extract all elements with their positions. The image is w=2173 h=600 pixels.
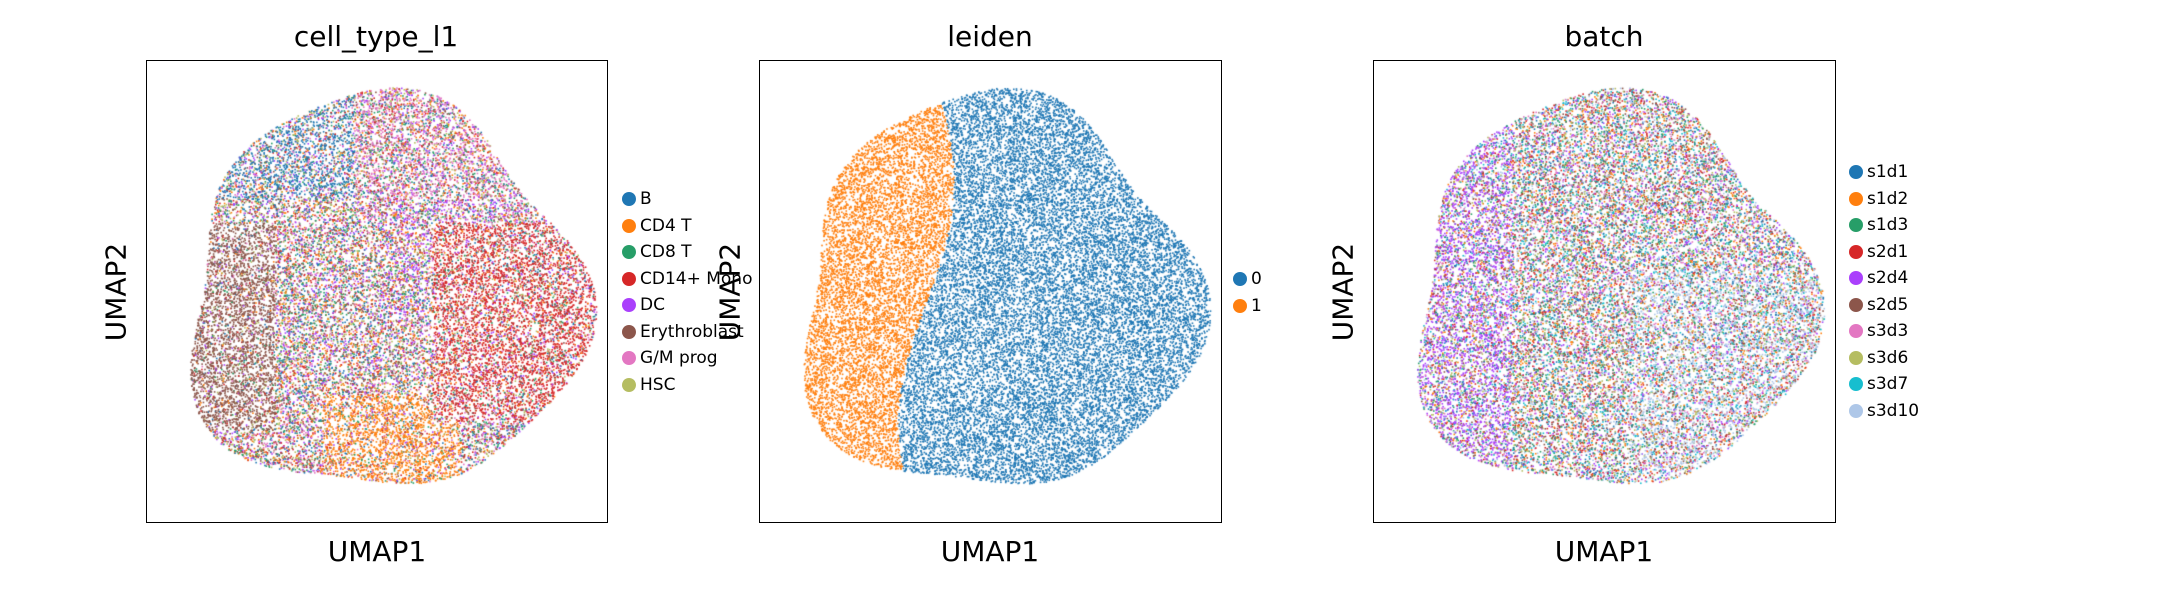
legend-label: s3d7 xyxy=(1867,374,1909,395)
legend-marker xyxy=(1849,271,1863,286)
legend-item: B xyxy=(622,186,752,213)
legend-item: s1d2 xyxy=(1849,186,1919,213)
legend-label: DC xyxy=(640,295,665,316)
legend-item: G/M prog xyxy=(622,345,752,372)
legend-label: B xyxy=(640,189,652,210)
legend-marker xyxy=(1849,244,1863,259)
legend-marker xyxy=(622,218,636,233)
legend-label: s2d4 xyxy=(1867,268,1909,289)
legend-marker xyxy=(1233,298,1247,313)
legend-marker xyxy=(622,298,636,313)
legend-item: s3d7 xyxy=(1849,371,1919,398)
legend-marker xyxy=(1849,218,1863,233)
legend-marker xyxy=(1849,377,1863,392)
legend-marker xyxy=(622,377,636,392)
legend-item: HSC xyxy=(622,372,752,399)
legend-marker xyxy=(1849,350,1863,365)
legend-marker xyxy=(1849,297,1863,312)
umap-scatter-plot xyxy=(146,60,608,523)
legend-item: s2d4 xyxy=(1849,265,1919,292)
legend-item: 0 xyxy=(1233,266,1262,293)
legend-item: s2d1 xyxy=(1849,239,1919,266)
legend-label: s1d3 xyxy=(1867,215,1909,236)
legend-label: CD4 T xyxy=(640,215,692,236)
legend-marker xyxy=(1849,403,1863,418)
y-axis-label: UMAP2 xyxy=(1326,242,1360,342)
legend-marker xyxy=(1849,324,1863,339)
legend-marker xyxy=(622,351,636,366)
legend: s1d1 s1d2 s1d3 s2d1 s2d4 s2d5 s3d3 s3d6 … xyxy=(1849,159,1919,424)
umap-scatter-plot xyxy=(759,60,1222,523)
legend-label: s2d5 xyxy=(1867,294,1909,315)
legend-item: DC xyxy=(622,292,752,319)
plot-frame xyxy=(146,60,608,523)
legend-marker xyxy=(1849,165,1863,180)
legend-label: G/M prog xyxy=(640,348,718,369)
y-axis-label: UMAP2 xyxy=(713,242,747,342)
legend-label: s2d1 xyxy=(1867,241,1909,262)
x-axis-label: UMAP1 xyxy=(1554,535,1654,568)
plot-frame xyxy=(1373,60,1836,523)
legend-item: s2d5 xyxy=(1849,292,1919,319)
legend-label: CD14+ Mono xyxy=(640,268,753,289)
legend-item: s3d3 xyxy=(1849,318,1919,345)
legend-item: 1 xyxy=(1233,293,1262,320)
legend-marker xyxy=(622,245,636,260)
x-axis-label: UMAP1 xyxy=(327,535,427,568)
legend-marker xyxy=(622,324,636,339)
legend-label: s3d3 xyxy=(1867,321,1909,342)
umap-scatter-plot xyxy=(1373,60,1836,523)
legend-label: s1d2 xyxy=(1867,188,1909,209)
legend-marker xyxy=(1233,272,1247,287)
legend-item: s1d1 xyxy=(1849,159,1919,186)
legend: B CD4 T CD8 T CD14+ Mono DC Erythroblast… xyxy=(622,186,752,398)
legend-item: CD14+ Mono xyxy=(622,266,752,293)
legend-item: s3d6 xyxy=(1849,345,1919,372)
legend-marker xyxy=(622,271,636,286)
legend-label: HSC xyxy=(640,374,676,395)
legend-label: s1d1 xyxy=(1867,162,1909,183)
panel-title: leiden xyxy=(947,20,1033,53)
legend-label: 1 xyxy=(1251,295,1262,316)
legend-item: CD8 T xyxy=(622,239,752,266)
panel-title: batch xyxy=(1564,20,1644,53)
legend-label: 0 xyxy=(1251,269,1262,290)
legend-item: Erythroblast xyxy=(622,319,752,346)
legend-item: CD4 T xyxy=(622,213,752,240)
panel-title: cell_type_l1 xyxy=(293,20,459,53)
legend-marker xyxy=(1849,191,1863,206)
plot-frame xyxy=(759,60,1222,523)
legend-label: s3d6 xyxy=(1867,347,1909,368)
legend-label: CD8 T xyxy=(640,242,692,263)
legend-item: s3d10 xyxy=(1849,398,1919,425)
legend-label: Erythroblast xyxy=(640,321,744,342)
legend-marker xyxy=(622,192,636,207)
x-axis-label: UMAP1 xyxy=(940,535,1040,568)
legend-label: s3d10 xyxy=(1867,400,1920,421)
y-axis-label: UMAP2 xyxy=(99,242,133,342)
legend: 0 1 xyxy=(1233,266,1262,319)
legend-item: s1d3 xyxy=(1849,212,1919,239)
